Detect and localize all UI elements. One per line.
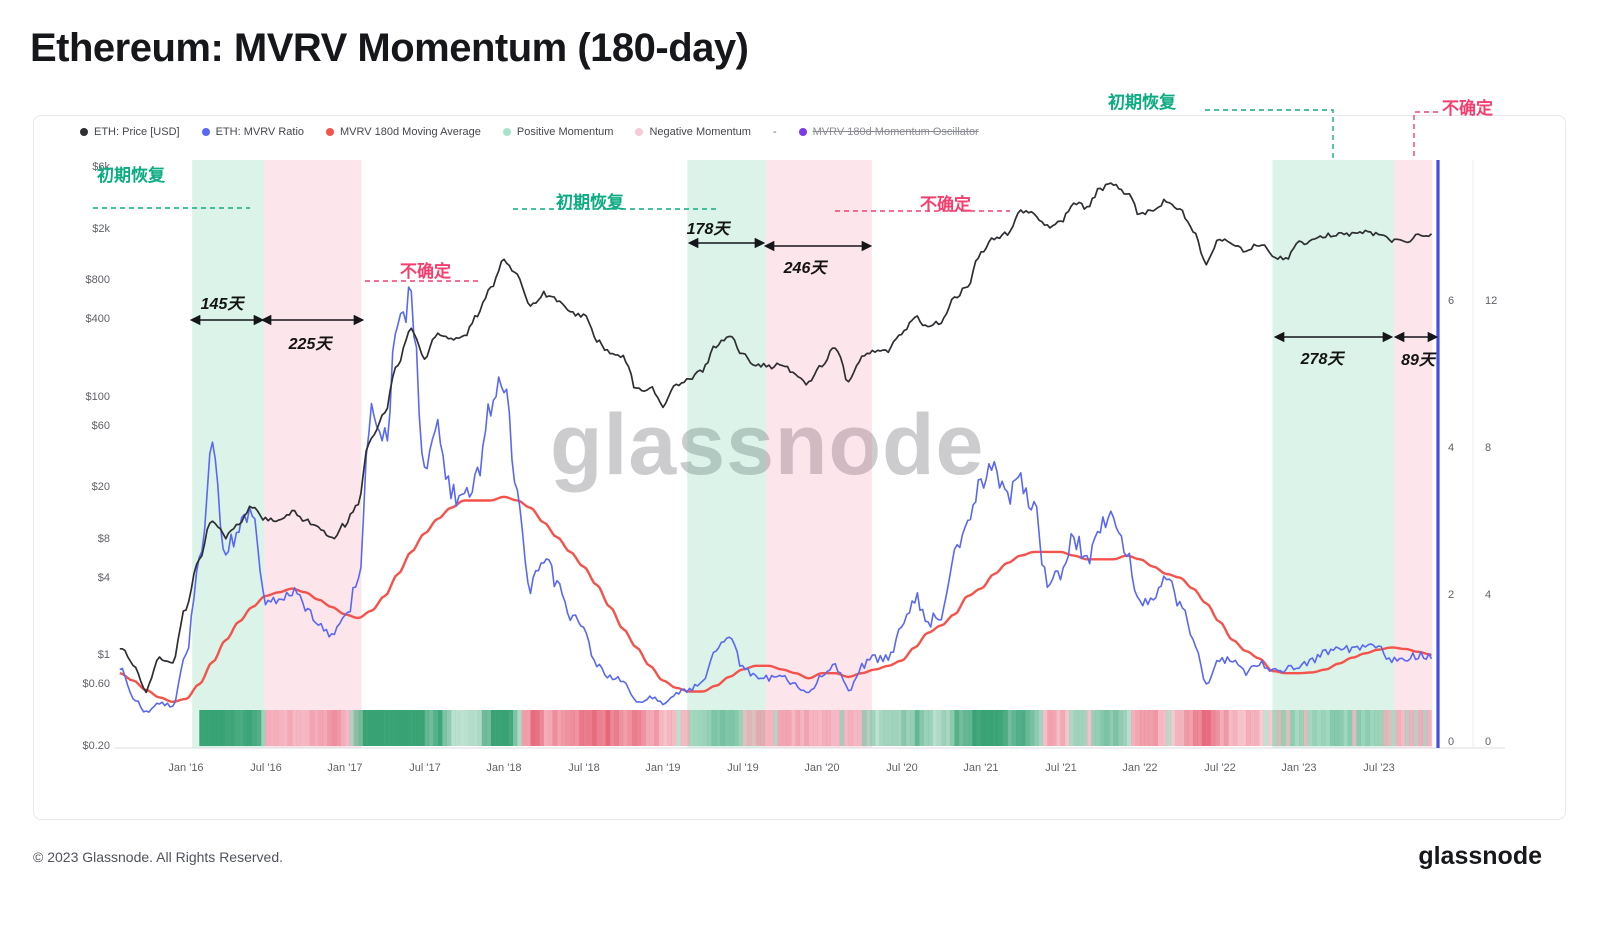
x-axis-label: Jan '20 bbox=[804, 762, 840, 774]
page-title: Ethereum: MVRV Momentum (180-day) bbox=[30, 26, 749, 70]
x-axis-label: Jul '18 bbox=[568, 762, 600, 774]
legend-dot-icon bbox=[635, 128, 644, 136]
y-axis-left-label: $2k bbox=[92, 223, 110, 235]
y-axis-right-outer-label: 0 bbox=[1485, 736, 1492, 748]
y-axis-left-label: $60 bbox=[91, 420, 110, 432]
chart-card bbox=[33, 115, 1566, 820]
phase-label: 不确定 bbox=[920, 195, 971, 214]
legend-dot-icon bbox=[326, 128, 335, 136]
legend-item-label: Positive Momentum bbox=[516, 126, 614, 138]
y-axis-left-label: $0.60 bbox=[82, 678, 110, 690]
footer-copyright: © 2023 Glassnode. All Rights Reserved. bbox=[33, 849, 284, 865]
duration-label: 145天 bbox=[200, 296, 244, 313]
y-axis-right-outer-label: 8 bbox=[1485, 442, 1492, 454]
legend-dot-icon bbox=[201, 128, 210, 136]
y-axis-left-label: $8 bbox=[97, 533, 110, 545]
phase-label: 初期恢复 bbox=[556, 193, 624, 212]
legend-item-label: Negative Momentum bbox=[649, 126, 751, 138]
legend-dot-icon bbox=[502, 128, 511, 136]
y-axis-left-label: $0.20 bbox=[82, 740, 110, 752]
y-axis-right-outer-label: 4 bbox=[1485, 589, 1492, 601]
legend-item-3[interactable]: Positive Momentum bbox=[502, 126, 614, 138]
duration-label: 246天 bbox=[783, 260, 827, 277]
y-axis-left-label: $4 bbox=[97, 572, 110, 584]
y-axis-right-inner-label: 4 bbox=[1448, 442, 1455, 454]
y-axis-right-inner-label: 0 bbox=[1448, 736, 1455, 748]
duration-label: 225天 bbox=[288, 336, 332, 353]
legend-item-1[interactable]: ETH: MVRV Ratio bbox=[201, 126, 305, 138]
x-axis-label: Jul '23 bbox=[1363, 762, 1395, 774]
y-axis-left-label: $1 bbox=[97, 649, 110, 661]
y-axis-right-inner-label: 2 bbox=[1448, 589, 1455, 601]
y-axis-left-label: $6k bbox=[92, 161, 110, 173]
phase-label: 不确定 bbox=[1442, 99, 1493, 118]
legend-item-0[interactable]: ETH: Price [USD] bbox=[80, 126, 180, 138]
legend-item-6[interactable]: MVRV 180d Momentum Oscillator bbox=[798, 126, 979, 138]
y-axis-left-label: $400 bbox=[85, 313, 110, 325]
duration-label: 89天 bbox=[1401, 352, 1435, 369]
legend-item-4[interactable]: Negative Momentum bbox=[635, 126, 751, 138]
legend-dot-icon bbox=[80, 128, 88, 136]
x-axis-label: Jan '16 bbox=[168, 762, 204, 774]
phase-label: 初期恢复 bbox=[1108, 93, 1176, 112]
y-axis-left-label: $100 bbox=[85, 391, 110, 403]
x-axis-label: Jul '17 bbox=[409, 762, 441, 774]
duration-label: 178天 bbox=[686, 221, 730, 238]
x-axis-label: Jan '21 bbox=[963, 762, 999, 774]
legend: ETH: Price [USD] ETH: MVRV Ratio MVRV 180d… bbox=[80, 126, 979, 138]
x-axis-label: Jan '18 bbox=[486, 762, 522, 774]
duration-label: 278天 bbox=[1300, 351, 1344, 368]
x-axis-label: Jul '20 bbox=[886, 762, 918, 774]
y-axis-left-label: $20 bbox=[91, 481, 110, 493]
x-axis-label: Jan '22 bbox=[1122, 762, 1158, 774]
x-axis-label: Jan '23 bbox=[1281, 762, 1317, 774]
legend-separator: - bbox=[772, 126, 777, 138]
legend-item-label: ETH: Price [USD] bbox=[94, 126, 180, 138]
legend-dot-icon bbox=[798, 128, 807, 136]
legend-item-label: MVRV 180d Moving Average bbox=[340, 126, 481, 138]
x-axis-label: Jul '22 bbox=[1204, 762, 1236, 774]
y-axis-left-label: $800 bbox=[85, 274, 110, 286]
glassnode-logo: glassnode bbox=[1418, 842, 1542, 870]
y-axis-right-outer-label: 12 bbox=[1485, 295, 1498, 307]
x-axis-label: Jul '21 bbox=[1045, 762, 1077, 774]
y-axis-right-inner-label: 6 bbox=[1448, 295, 1455, 307]
phase-label: 初期恢复 bbox=[97, 166, 165, 185]
legend-item-label: MVRV 180d Momentum Oscillator bbox=[812, 126, 979, 138]
x-axis-label: Jan '19 bbox=[645, 762, 681, 774]
x-axis-label: Jul '16 bbox=[250, 762, 282, 774]
legend-item-label: ETH: MVRV Ratio bbox=[215, 126, 305, 138]
x-axis-label: Jul '19 bbox=[727, 762, 759, 774]
legend-item-2[interactable]: MVRV 180d Moving Average bbox=[326, 126, 481, 138]
x-axis-label: Jan '17 bbox=[327, 762, 363, 774]
phase-label: 不确定 bbox=[400, 262, 451, 281]
